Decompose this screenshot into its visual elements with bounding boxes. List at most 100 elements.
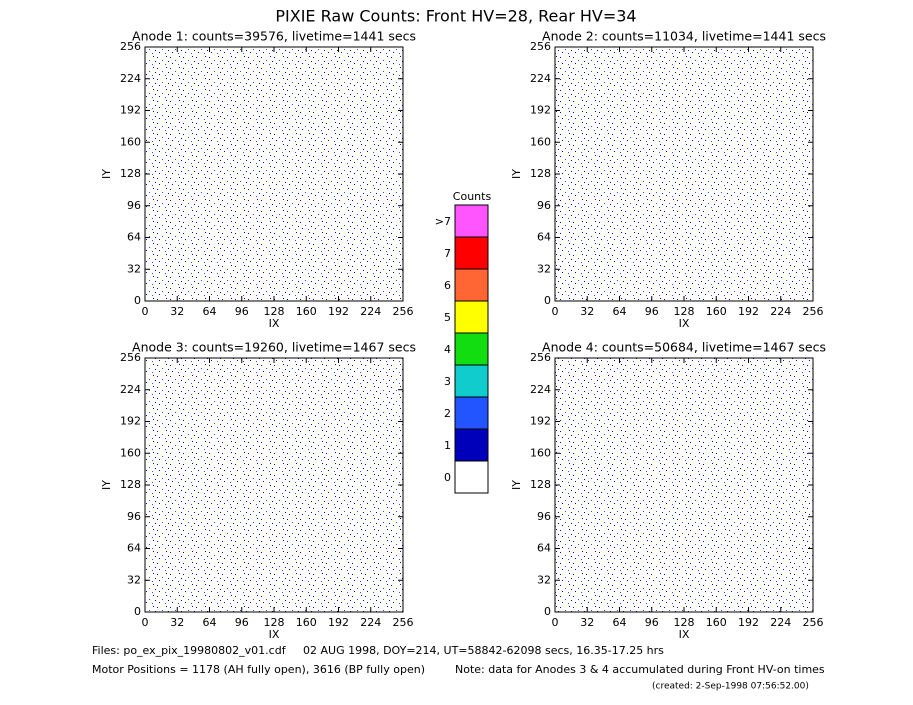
colorbar-label: 6 (444, 279, 451, 292)
x-tick-label: 256 (803, 616, 824, 629)
x-tick-label: 32 (580, 305, 594, 318)
y-tick-label: 64 (127, 542, 141, 555)
y-tick-label: 64 (127, 231, 141, 244)
footer-date: 02 AUG 1998, DOY=214, UT=58842-62098 sec… (303, 644, 664, 657)
y-tick-label: 128 (530, 478, 551, 491)
y-tick-label: 192 (120, 104, 141, 117)
x-tick-label: 0 (142, 616, 149, 629)
x-tick-label: 192 (738, 616, 759, 629)
x-tick-label: 160 (296, 616, 317, 629)
panel-title: Anode 1: counts=39576, livetime=1441 sec… (132, 29, 416, 44)
x-tick-label: 96 (645, 305, 659, 318)
x-tick-label: 192 (738, 305, 759, 318)
x-tick-label: 128 (264, 305, 285, 318)
x-tick-label: 32 (580, 616, 594, 629)
y-tick-label: 128 (120, 478, 141, 491)
x-axis-label: IX (269, 317, 280, 330)
y-tick-label: 0 (544, 294, 551, 307)
x-tick-label: 128 (264, 616, 285, 629)
y-tick-label: 32 (127, 262, 141, 275)
y-tick-label: 96 (127, 510, 141, 523)
x-tick-label: 224 (360, 305, 381, 318)
y-tick-label: 64 (537, 231, 551, 244)
colorbar-box (454, 428, 489, 462)
y-tick-label: 256 (120, 351, 141, 364)
y-tick-label: 192 (120, 415, 141, 428)
x-tick-label: 224 (770, 305, 791, 318)
x-tick-label: 160 (706, 616, 727, 629)
y-tick-label: 32 (127, 573, 141, 586)
count-texture (555, 358, 813, 612)
colorbar-box (454, 268, 489, 302)
count-texture (555, 47, 813, 301)
colorbar-title: Counts (453, 190, 492, 203)
y-tick-label: 256 (120, 40, 141, 53)
y-tick-label: 32 (537, 573, 551, 586)
x-tick-label: 64 (613, 305, 627, 318)
panel-title: Anode 3: counts=19260, livetime=1467 sec… (132, 340, 416, 355)
y-tick-label: 96 (127, 199, 141, 212)
x-tick-label: 128 (674, 616, 695, 629)
colorbar-box (454, 396, 489, 430)
y-tick-label: 160 (120, 446, 141, 459)
y-tick-label: 160 (530, 446, 551, 459)
y-tick-label: 224 (120, 72, 141, 85)
x-tick-label: 224 (360, 616, 381, 629)
y-tick-label: 192 (530, 415, 551, 428)
x-tick-label: 256 (393, 616, 414, 629)
y-tick-label: 224 (530, 383, 551, 396)
colorbar-box (454, 204, 489, 238)
x-tick-label: 160 (296, 305, 317, 318)
y-tick-label: 128 (530, 167, 551, 180)
x-axis-label: IX (269, 628, 280, 641)
y-tick-label: 224 (120, 383, 141, 396)
colorbar-box (454, 364, 489, 398)
footer-files: Files: po_ex_pix_19980802_v01.cdf (92, 644, 287, 657)
y-tick-label: 224 (530, 72, 551, 85)
x-tick-label: 96 (235, 305, 249, 318)
x-tick-label: 192 (328, 616, 349, 629)
y-tick-label: 96 (537, 510, 551, 523)
colorbar-box (454, 300, 489, 334)
x-tick-label: 0 (142, 305, 149, 318)
x-axis-label: IX (679, 628, 690, 641)
x-tick-label: 224 (770, 616, 791, 629)
y-tick-label: 96 (537, 199, 551, 212)
x-tick-label: 128 (674, 305, 695, 318)
x-tick-label: 64 (203, 616, 217, 629)
y-axis-label: IY (510, 480, 523, 490)
y-tick-label: 0 (544, 605, 551, 618)
y-tick-label: 256 (530, 351, 551, 364)
y-axis-label: IY (510, 169, 523, 179)
page-title: PIXIE Raw Counts: Front HV=28, Rear HV=3… (275, 7, 636, 26)
x-tick-label: 32 (170, 616, 184, 629)
y-tick-label: 160 (120, 135, 141, 148)
x-tick-label: 0 (552, 305, 559, 318)
y-axis-label: IY (100, 480, 113, 490)
colorbar-label: 4 (444, 343, 451, 356)
y-tick-label: 0 (134, 605, 141, 618)
colorbar-label: 7 (444, 247, 451, 260)
colorbar-label: >7 (435, 215, 451, 228)
y-tick-label: 32 (537, 262, 551, 275)
y-tick-label: 192 (530, 104, 551, 117)
colorbar-label: 0 (444, 471, 451, 484)
x-tick-label: 0 (552, 616, 559, 629)
footer-motor: Motor Positions = 1178 (AH fully open), … (92, 663, 425, 676)
colorbar-label: 1 (444, 439, 451, 452)
y-tick-label: 128 (120, 167, 141, 180)
footer-created: (created: 2-Sep-1998 07:56:52.00) (652, 682, 809, 692)
y-tick-label: 160 (530, 135, 551, 148)
x-tick-label: 192 (328, 305, 349, 318)
count-texture (145, 358, 403, 612)
x-tick-label: 96 (645, 616, 659, 629)
colorbar-box (454, 332, 489, 366)
y-tick-label: 0 (134, 294, 141, 307)
y-tick-label: 256 (530, 40, 551, 53)
colorbar-box (454, 236, 489, 270)
panel-title: Anode 4: counts=50684, livetime=1467 sec… (542, 340, 826, 355)
y-tick-label: 64 (537, 542, 551, 555)
colorbar-label: 3 (444, 375, 451, 388)
colorbar-label: 5 (444, 311, 451, 324)
